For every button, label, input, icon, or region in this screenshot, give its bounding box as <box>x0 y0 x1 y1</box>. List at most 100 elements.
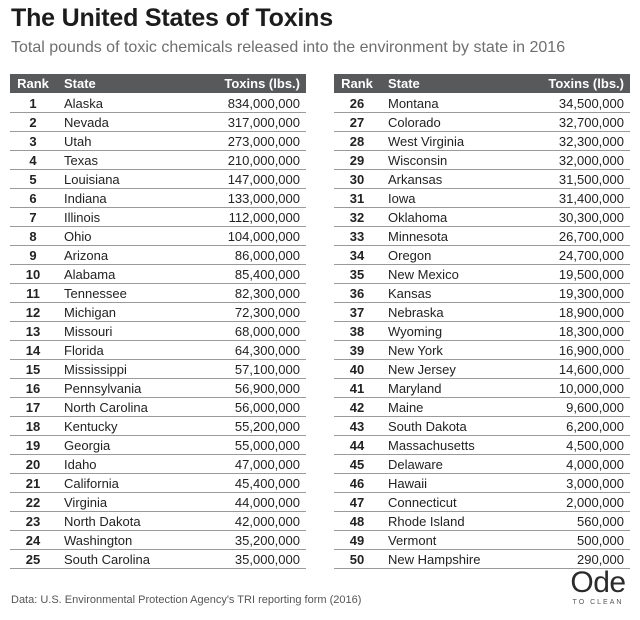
table-row: 27 Colorado 32,700,000 <box>334 112 630 132</box>
toxins-cell: 31,500,000 <box>530 169 630 189</box>
toxins-cell: 56,000,000 <box>206 397 306 417</box>
toxins-cell: 32,000,000 <box>530 150 630 170</box>
rank-cell: 38 <box>334 321 380 341</box>
page-title: The United States of Toxins <box>11 4 333 32</box>
table-row: 43 South Dakota 6,200,000 <box>334 416 630 436</box>
toxins-cell: 30,300,000 <box>530 207 630 227</box>
toxins-cell: 14,600,000 <box>530 359 630 379</box>
toxins-cell: 32,700,000 <box>530 112 630 132</box>
table-row: 23 North Dakota 42,000,000 <box>10 511 306 531</box>
toxins-cell: 834,000,000 <box>206 93 306 113</box>
state-cell: Ohio <box>56 226 206 246</box>
state-cell: Maryland <box>380 378 530 398</box>
rank-cell: 33 <box>334 226 380 246</box>
toxins-cell: 24,700,000 <box>530 245 630 265</box>
toxins-cell: 44,000,000 <box>206 492 306 512</box>
toxins-cell: 42,000,000 <box>206 511 306 531</box>
toxins-cell: 147,000,000 <box>206 169 306 189</box>
header-state: State <box>56 74 206 94</box>
table-row: 26 Montana 34,500,000 <box>334 93 630 113</box>
state-cell: Alabama <box>56 264 206 284</box>
table-row: 4 Texas 210,000,000 <box>10 150 306 170</box>
rank-cell: 10 <box>10 264 56 284</box>
table-row: 30 Arkansas 31,500,000 <box>334 169 630 189</box>
rank-cell: 8 <box>10 226 56 246</box>
state-cell: Hawaii <box>380 473 530 493</box>
table-row: 49 Vermont 500,000 <box>334 530 630 550</box>
table-row: 45 Delaware 4,000,000 <box>334 454 630 474</box>
ode-logo: Ode TO CLEAN <box>566 568 630 607</box>
table-row: 19 Georgia 55,000,000 <box>10 435 306 455</box>
table-row: 14 Florida 64,300,000 <box>10 340 306 360</box>
rank-cell: 16 <box>10 378 56 398</box>
toxins-cell: 500,000 <box>530 530 630 550</box>
table-row: 6 Indiana 133,000,000 <box>10 188 306 208</box>
table-row: 12 Michigan 72,300,000 <box>10 302 306 322</box>
logo-tagline: TO CLEAN <box>572 599 624 606</box>
rank-cell: 9 <box>10 245 56 265</box>
table-row: 21 California 45,400,000 <box>10 473 306 493</box>
state-cell: Georgia <box>56 435 206 455</box>
state-cell: Nevada <box>56 112 206 132</box>
rank-cell: 41 <box>334 378 380 398</box>
state-cell: Montana <box>380 93 530 113</box>
table-row: 31 Iowa 31,400,000 <box>334 188 630 208</box>
toxins-cell: 31,400,000 <box>530 188 630 208</box>
toxins-cell: 19,500,000 <box>530 264 630 284</box>
rank-cell: 28 <box>334 131 380 151</box>
table-header-row: Rank State Toxins (lbs.) <box>10 74 306 94</box>
rank-cell: 39 <box>334 340 380 360</box>
rank-cell: 2 <box>10 112 56 132</box>
table-row: 47 Connecticut 2,000,000 <box>334 492 630 512</box>
toxins-cell: 10,000,000 <box>530 378 630 398</box>
state-cell: Wyoming <box>380 321 530 341</box>
toxins-cell: 18,900,000 <box>530 302 630 322</box>
state-cell: Maine <box>380 397 530 417</box>
rank-cell: 3 <box>10 131 56 151</box>
table-row: 10 Alabama 85,400,000 <box>10 264 306 284</box>
toxins-cell: 4,500,000 <box>530 435 630 455</box>
page-subtitle: Total pounds of toxic chemicals released… <box>11 39 566 56</box>
state-cell: Washington <box>56 530 206 550</box>
table-row: 5 Louisiana 147,000,000 <box>10 169 306 189</box>
state-cell: Missouri <box>56 321 206 341</box>
rank-cell: 50 <box>334 549 380 569</box>
toxins-cell: 104,000,000 <box>206 226 306 246</box>
table-row: 28 West Virginia 32,300,000 <box>334 131 630 151</box>
table-row: 38 Wyoming 18,300,000 <box>334 321 630 341</box>
toxins-cell: 4,000,000 <box>530 454 630 474</box>
state-cell: West Virginia <box>380 131 530 151</box>
state-cell: Pennsylvania <box>56 378 206 398</box>
state-cell: New York <box>380 340 530 360</box>
rank-cell: 27 <box>334 112 380 132</box>
toxins-cell: 32,300,000 <box>530 131 630 151</box>
rank-cell: 4 <box>10 150 56 170</box>
state-cell: Massachusetts <box>380 435 530 455</box>
table-row: 24 Washington 35,200,000 <box>10 530 306 550</box>
rank-cell: 44 <box>334 435 380 455</box>
table-row: 11 Tennessee 82,300,000 <box>10 283 306 303</box>
toxins-cell: 56,900,000 <box>206 378 306 398</box>
rank-cell: 49 <box>334 530 380 550</box>
table-row: 41 Maryland 10,000,000 <box>334 378 630 398</box>
toxins-cell: 6,200,000 <box>530 416 630 436</box>
state-cell: Kentucky <box>56 416 206 436</box>
table-row: 32 Oklahoma 30,300,000 <box>334 207 630 227</box>
table-row: 44 Massachusetts 4,500,000 <box>334 435 630 455</box>
state-cell: Idaho <box>56 454 206 474</box>
state-cell: California <box>56 473 206 493</box>
rank-cell: 12 <box>10 302 56 322</box>
header-toxins: Toxins (lbs.) <box>206 74 306 94</box>
state-cell: Iowa <box>380 188 530 208</box>
toxins-cell: 273,000,000 <box>206 131 306 151</box>
rank-cell: 26 <box>334 93 380 113</box>
rank-cell: 30 <box>334 169 380 189</box>
rank-cell: 15 <box>10 359 56 379</box>
state-cell: Colorado <box>380 112 530 132</box>
toxins-cell: 317,000,000 <box>206 112 306 132</box>
table-row: 20 Idaho 47,000,000 <box>10 454 306 474</box>
table-row: 7 Illinois 112,000,000 <box>10 207 306 227</box>
state-cell: Illinois <box>56 207 206 227</box>
toxins-cell: 55,200,000 <box>206 416 306 436</box>
rank-cell: 43 <box>334 416 380 436</box>
